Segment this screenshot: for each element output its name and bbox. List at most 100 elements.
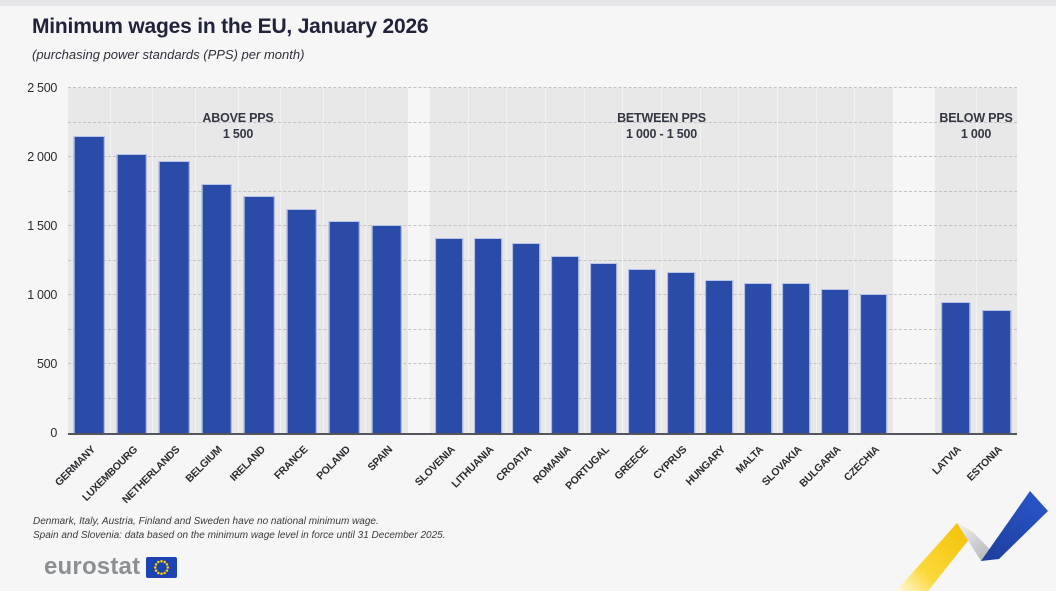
x-axis-label: GREECE [611, 443, 651, 483]
column-separator [324, 88, 367, 433]
page-subtitle: (purchasing power standards (PPS) per mo… [32, 47, 305, 62]
y-axis-label: 1 000 [27, 288, 57, 302]
band-heading-line1: BELOW PPS [939, 111, 1013, 125]
gridline [68, 363, 1017, 364]
ribbon-decoration-icon [896, 491, 1048, 591]
column-separator [469, 88, 508, 433]
bar [782, 283, 811, 433]
bar [116, 153, 148, 433]
bar [435, 237, 464, 433]
gridline [68, 397, 1017, 399]
band-group: BETWEEN PPS 1 000 - 1 500 SLOVENIA LITHUANI… [413, 88, 893, 492]
bar-column: SLOVENIA [413, 88, 469, 489]
gridline [68, 156, 1017, 157]
x-axis-label: BELGIUM [183, 443, 225, 486]
bar-column: LUXEMBOURG [80, 88, 154, 504]
x-axis-label: SPAIN [365, 443, 395, 474]
bar-column: HUNGARY [683, 88, 739, 488]
x-axis-label: MALTA [733, 443, 767, 477]
column-separator [281, 88, 324, 433]
column-separator [430, 88, 469, 433]
bar-column: GERMANY [53, 88, 111, 489]
gridline [68, 121, 1017, 123]
column-separator [153, 88, 196, 433]
bar [628, 268, 657, 433]
bar-column: GREECE [612, 88, 662, 482]
gridline [68, 294, 1017, 295]
bar-column: MALTA [734, 88, 778, 476]
band-group: BELOW PPS 1 000 LATVIA ESTONIA [930, 88, 1017, 484]
plot-area: ABOVE PPS 1 500 GERMANY LUXEMBOURG NETHERLAN… [53, 87, 1017, 506]
page-title: Minimum wages in the EU, January 2026 [32, 15, 429, 38]
bar [328, 221, 360, 433]
column-separator [507, 88, 547, 433]
bar [981, 310, 1012, 433]
bar [551, 256, 579, 433]
column-separator [623, 88, 663, 433]
x-axis-label: CYPRUS [650, 443, 689, 482]
gridline [68, 87, 1017, 88]
bar-column: LITHUANIA [450, 88, 508, 490]
bar-column: FRANCE [272, 88, 324, 482]
x-axis-label: FRANCE [271, 443, 310, 482]
x-axis-label: CZECHIA [841, 443, 882, 484]
column-separator [701, 88, 740, 433]
bar-column: BELGIUM [184, 88, 239, 485]
bar [744, 282, 772, 433]
band-heading: ABOVE PPS 1 500 [48, 110, 428, 143]
bar-column: CYPRUS [651, 88, 700, 482]
band-heading-line2: 1 000 - 1 500 [625, 127, 698, 142]
eurostat-logo: eurostat [44, 553, 178, 581]
band-heading: BETWEEN PPS 1 000 - 1 500 [410, 110, 913, 143]
x-axis-label: IRELAND [227, 443, 268, 484]
eu-flag-icon [146, 556, 178, 578]
x-axis-label: CROATIA [494, 443, 535, 485]
bar-column: CZECHIA [842, 88, 893, 484]
bar [705, 279, 734, 433]
band-group: ABOVE PPS 1 500 GERMANY LUXEMBOURG NETHERLAN… [53, 88, 408, 506]
band-heading-line1: ABOVE PPS [202, 111, 274, 125]
y-axis-label: 2 500 [27, 81, 57, 95]
bar [73, 136, 105, 433]
y-axis-label: 0 [50, 426, 57, 440]
bar [512, 243, 541, 433]
column-separator [546, 88, 585, 433]
x-axis-label: POLAND [313, 443, 353, 483]
bar [940, 301, 971, 433]
column-separator [239, 88, 282, 433]
gridline [68, 190, 1017, 192]
bar-column: ESTONIA [965, 88, 1017, 484]
bar-column: NETHERLANDS [120, 88, 196, 506]
column-separator [196, 88, 239, 433]
column-separator [935, 88, 977, 433]
bar-column: PORTUGAL [563, 88, 623, 492]
bar [473, 238, 502, 433]
column-separator [778, 88, 817, 433]
x-axis-label: BULGARIA [797, 443, 844, 490]
y-axis: 2 500 2 000 1 500 1 000 500 0 [0, 81, 61, 440]
gridline [68, 259, 1017, 261]
column-separator [739, 88, 779, 433]
bar [201, 183, 233, 433]
band-heading-line2: 1 000 [960, 127, 992, 142]
bar [371, 225, 403, 433]
y-axis-label: 2 000 [27, 150, 57, 164]
footnote-line-1: Denmark, Italy, Austria, Finland and Swe… [33, 516, 379, 527]
footnote-line-2: Spain and Slovenia: data based on the mi… [33, 529, 446, 541]
top-edge-strip [0, 0, 1056, 6]
bar [859, 293, 888, 433]
column-separator [111, 88, 154, 433]
band-heading: BELOW PPS 1 000 [915, 110, 1037, 143]
gridline [68, 225, 1017, 226]
band-heading-line1: BETWEEN PPS [617, 111, 706, 125]
gridline [68, 328, 1017, 330]
y-axis-label: 500 [37, 357, 57, 371]
x-axis-label: HUNGARY [683, 443, 728, 489]
column-separator [662, 88, 701, 433]
footnotes: Denmark, Italy, Austria, Finland and Swe… [33, 515, 445, 542]
bar [589, 262, 618, 433]
band-background [430, 88, 893, 433]
band-heading-line2: 1 500 [222, 127, 254, 142]
bar-column: ROMANIA [531, 88, 585, 486]
bar [821, 289, 849, 433]
